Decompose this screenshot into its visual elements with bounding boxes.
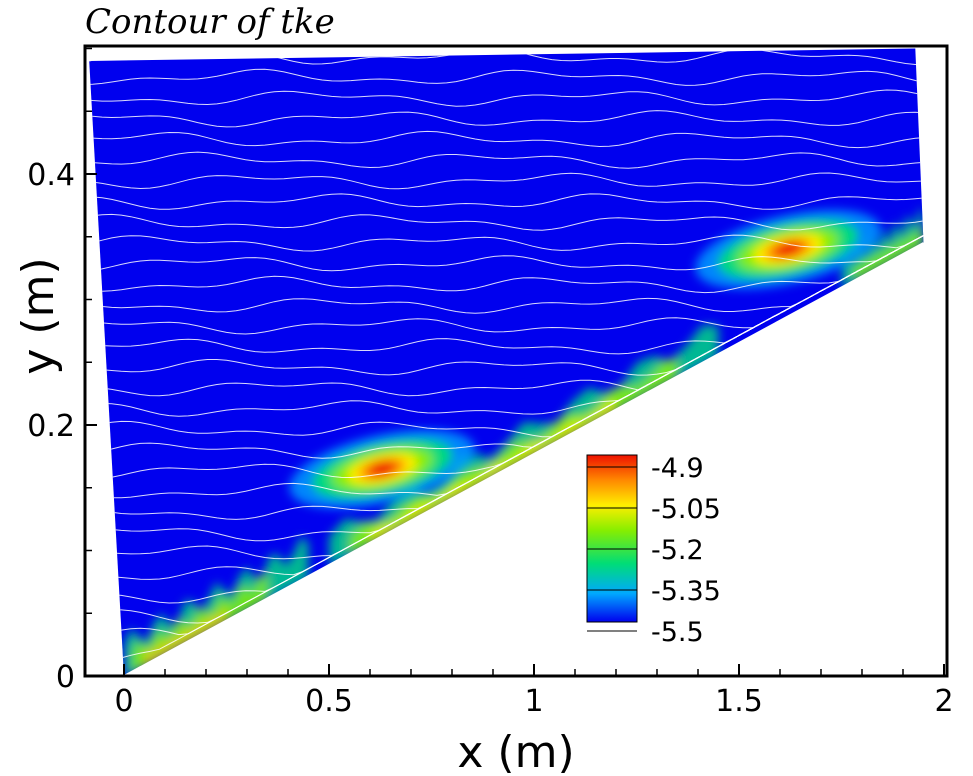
- wall-line: [123, 242, 924, 677]
- contour-line: [89, 223, 924, 273]
- x-tick-label: 2: [934, 684, 953, 719]
- colorbar-ticks: -4.9 -5.05 -5.2 -5.35 -5.5: [587, 453, 721, 648]
- contour-line: [89, 223, 924, 314]
- chart-title: Contour of tke: [85, 2, 335, 42]
- contour-line: [89, 223, 924, 252]
- contour-line: [89, 172, 924, 190]
- colorbar-label: -5.05: [651, 494, 721, 525]
- contour-line: [89, 213, 924, 231]
- plot-frame: [83, 44, 949, 678]
- wall-band: [144, 607, 227, 668]
- y-axis-ticks: 0 0.2 0.4: [27, 47, 97, 695]
- y-tick-label: 0: [56, 660, 75, 695]
- x-tick-label: 1.5: [715, 684, 763, 719]
- y-tick-label: 0.4: [27, 158, 75, 193]
- contour-line: [89, 223, 924, 294]
- contour-line: [89, 151, 924, 169]
- y-tick-label: 0.2: [27, 409, 75, 444]
- colorbar-label: -4.9: [651, 453, 704, 484]
- tke-field: [89, 48, 924, 676]
- x-tick-label: 0: [114, 684, 133, 719]
- flow-domain: [89, 48, 924, 676]
- colorbar-label: -5.2: [651, 535, 704, 566]
- y-axis-label: y (m): [13, 257, 64, 374]
- contour-line: [89, 130, 924, 149]
- colorbar: -4.9 -5.05 -5.2 -5.35 -5.5: [586, 453, 721, 648]
- x-axis-label: x (m): [457, 727, 574, 776]
- x-tick-label: 0.5: [305, 684, 353, 719]
- contour-line: [89, 68, 924, 86]
- x-axis-ticks: 0 0.5 1 1.5 2: [114, 664, 954, 719]
- colorbar-label: -5.5: [651, 617, 704, 648]
- contour-line: [89, 193, 924, 210]
- hotspot-group: [289, 209, 882, 509]
- contour-lines: [89, 48, 924, 665]
- contour-line: [89, 89, 924, 107]
- colorbar-label: -5.35: [651, 576, 721, 607]
- contour-line: [89, 110, 924, 128]
- colorbar-gradient: [586, 454, 638, 623]
- x-tick-label: 1: [524, 684, 543, 719]
